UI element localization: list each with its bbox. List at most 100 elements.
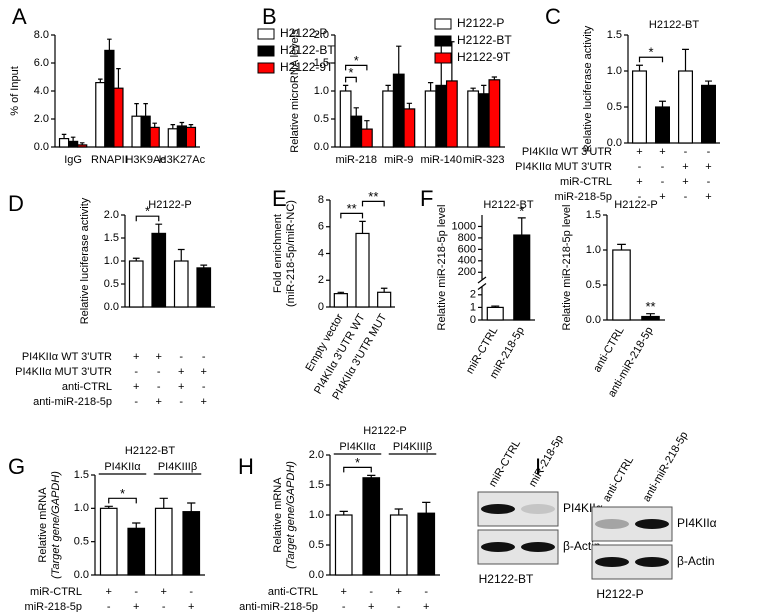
bar — [154, 507, 173, 576]
x-tick-label: IgG — [64, 154, 82, 166]
y-tick-label: 2.0 — [34, 113, 49, 125]
bar — [654, 106, 670, 144]
row-sign: + — [201, 396, 207, 408]
row-sign: + — [636, 176, 642, 188]
row-sign: - — [162, 601, 166, 612]
cell-line-label: H2122-P — [596, 587, 643, 601]
panel-letter: C — [545, 4, 561, 29]
x-tick-label: miR-323 — [463, 154, 505, 166]
significance-bracket — [340, 212, 364, 219]
y-tick-label: 0 — [470, 314, 476, 326]
error-bar — [705, 80, 712, 86]
lane-label: anti-CTRL — [601, 455, 636, 504]
y-tick-label: 0.5 — [74, 536, 89, 548]
bar — [467, 90, 480, 148]
legend-label: H2122-P — [457, 16, 504, 30]
significance-label: * — [519, 203, 524, 218]
y-tick-label: 1.5 — [586, 209, 601, 221]
error-bar — [422, 501, 431, 514]
x-tick-label: RNAPII — [91, 154, 128, 166]
bar — [334, 514, 353, 576]
row-sign: - — [179, 351, 183, 363]
y-axis-label: (Target gene/GAPDH) — [285, 461, 297, 569]
error-bar — [188, 124, 194, 128]
y-tick-label: 1 — [470, 301, 476, 313]
y-tick-label: 0 — [318, 301, 324, 313]
error-bar — [636, 64, 643, 71]
legend-label: H2122-P — [280, 26, 327, 40]
row-sign: + — [682, 176, 688, 188]
row-sign: + — [396, 586, 402, 598]
bar — [677, 70, 693, 144]
row-label: miR-218-5p — [555, 191, 612, 203]
blot-band — [635, 557, 669, 567]
lane-label: anti-miR-218-5p — [641, 430, 691, 504]
error-bar — [134, 103, 139, 117]
row-sign: + — [341, 586, 347, 598]
error-bar — [70, 136, 76, 142]
error-bar — [143, 103, 148, 117]
row-sign: - — [661, 176, 665, 188]
error-bar — [337, 291, 345, 294]
legend-swatch — [257, 45, 275, 57]
row-sign: + — [133, 351, 139, 363]
y-tick-label: 0.5 — [586, 279, 601, 291]
row-sign: - — [638, 191, 642, 203]
error-bar — [406, 102, 413, 109]
error-bar — [491, 76, 498, 80]
significance-label: * — [145, 204, 150, 219]
row-label: anti-CTRL — [62, 381, 112, 393]
y-tick-label: 0.0 — [309, 569, 324, 581]
y-axis-label: Relative luciferase activity — [582, 25, 594, 152]
error-bar — [98, 78, 103, 83]
y-tick-label: 2 — [318, 274, 324, 286]
y-tick-label: 1.5 — [309, 479, 324, 491]
panel-letter: G — [8, 454, 25, 479]
row-sign: + — [156, 351, 162, 363]
bar — [67, 140, 79, 148]
bar — [58, 138, 70, 148]
bar — [488, 79, 501, 148]
blot-band — [481, 542, 515, 552]
row-sign: - — [684, 191, 688, 203]
bar — [95, 81, 106, 148]
error-bar — [107, 38, 112, 51]
legend-swatch — [257, 62, 275, 74]
significance-bracket — [135, 215, 160, 222]
error-bar — [517, 217, 526, 236]
bar — [350, 115, 363, 148]
row-sign: + — [423, 601, 429, 612]
bar — [477, 93, 490, 148]
error-bar — [364, 120, 370, 130]
panel-letter: B — [262, 4, 277, 29]
row-sign: - — [157, 381, 161, 393]
row-sign: - — [107, 601, 111, 612]
error-bar — [353, 107, 359, 117]
error-bar — [339, 510, 348, 515]
y-tick-label: 1.5 — [104, 232, 119, 244]
group-label: PI4KIIIβ — [158, 461, 197, 473]
row-sign: + — [636, 146, 642, 158]
y-tick-label: 8 — [318, 194, 324, 206]
y-tick-label: 4.0 — [34, 85, 49, 97]
bar — [403, 108, 416, 148]
bar — [486, 306, 504, 321]
row-sign: + — [682, 161, 688, 173]
significance-bracket — [361, 200, 385, 207]
y-tick-label: 0.0 — [314, 141, 329, 153]
error-bar — [79, 142, 85, 145]
row-sign: + — [133, 601, 139, 612]
error-bar — [159, 497, 168, 509]
bar — [333, 293, 348, 308]
y-axis — [477, 215, 487, 320]
significance-bracket — [343, 466, 372, 473]
significance-label: ** — [645, 299, 655, 314]
row-label: miR-218-5p — [25, 601, 82, 612]
row-sign: - — [202, 381, 206, 393]
bar — [131, 115, 142, 148]
row-label: PI4KIIα WT 3'UTR — [22, 351, 112, 363]
significance-bracket — [345, 64, 368, 71]
row-label: anti-miR-218-5p — [33, 396, 112, 408]
x-tick-label: H3K9Ac — [125, 154, 166, 166]
y-tick-label: 1.0 — [74, 502, 89, 514]
